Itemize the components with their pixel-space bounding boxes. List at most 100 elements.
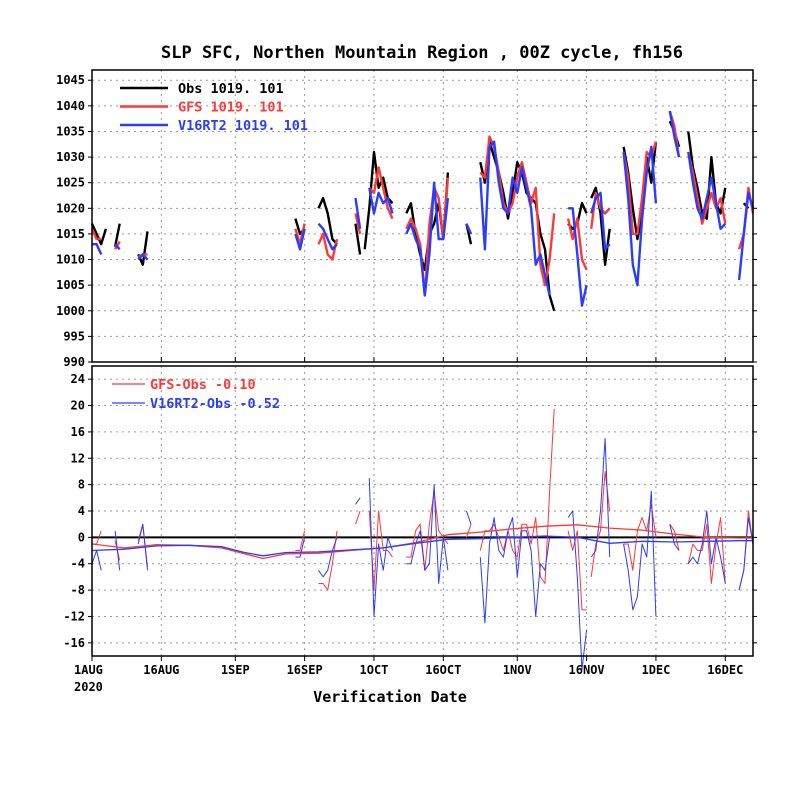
series-line-v16rt2 [590, 191, 611, 251]
series-line-v16rt2-obs [687, 510, 726, 584]
x-tick-label: 16NOV [569, 663, 605, 677]
x-year-label: 2020 [74, 680, 103, 694]
y-tick-label: 1040 [56, 99, 85, 113]
series-line-gfs-obs [669, 523, 680, 551]
y-tick-label: 8 [78, 478, 85, 492]
bottom-panel-legend: GFS-Obs -0.10 V16RT2-Obs -0.52 [112, 377, 280, 412]
series-line-v16rt2-obs [368, 477, 393, 617]
series-line-v16rt2 [114, 243, 121, 251]
series-line-obs [317, 196, 338, 246]
y-tick-label: 1010 [56, 253, 85, 267]
series-line-v16rt2 [405, 181, 450, 297]
series-line-v16rt2 [317, 222, 338, 251]
series-line-v16rt2 [622, 145, 658, 287]
series-line-gfs [405, 177, 450, 297]
y-tick-label: 1005 [56, 278, 85, 292]
series-line-gfs [368, 166, 394, 220]
x-tick-label: 1OCT [360, 663, 389, 677]
x-tick-label: 16OCT [425, 663, 461, 677]
series-line-gfs-obs [687, 517, 726, 584]
series-line-v16rt2 [568, 207, 588, 307]
x-tick-label: 1SEP [221, 663, 250, 677]
legend-label: V16RT2-Obs -0.52 [150, 396, 280, 412]
series-line-gfs-obs [368, 510, 393, 591]
x-tick-label: 16SEP [287, 663, 323, 677]
series-line-v16rt2-obs [406, 484, 449, 584]
series-line-v16rt2-obs [295, 537, 306, 558]
y-tick-label: 0 [78, 530, 85, 544]
series-line-v16rt2 [668, 110, 681, 158]
legend-label: GFS 1019. 101 [178, 100, 284, 116]
series-line-v16rt2-obs [355, 497, 361, 505]
series-line-v16rt2-obs [465, 510, 472, 525]
series-line-v16rt2 [137, 253, 149, 261]
legend-label: Obs 1019. 101 [178, 81, 284, 97]
x-tick-label: 16AUG [143, 663, 179, 677]
x-tick-label: 1DEC [641, 663, 670, 677]
x-tick-labels: 1AUG 16AUG 1SEP 16SEP 1OCT 16OCT 1NOV 16NOV 1DEC… [74, 357, 743, 677]
series-line-v16rt2 [465, 223, 473, 235]
series-line-v16rt2-obs [114, 530, 121, 571]
y-tick-label: 995 [63, 329, 85, 343]
series-line-gfs-obs [567, 530, 587, 611]
y-tick-label: 24 [71, 372, 85, 386]
x-axis-label: Verification Date [313, 688, 467, 706]
series-line-gfs-obs-cumulative-mean [91, 524, 753, 560]
legend-label: V16RT2 1019. 101 [178, 118, 308, 134]
series-line-v16rt2-obs [623, 490, 657, 617]
series-line-obs [113, 223, 121, 247]
series-line-v16rt2 [368, 187, 394, 215]
y-tick-label: 4 [78, 504, 85, 518]
series-line-v16rt2 [92, 242, 103, 255]
series-line-v16rt2-obs [137, 523, 148, 571]
top-panel-series [90, 110, 755, 312]
series-line-obs [479, 140, 556, 312]
y-tick-label: 16 [71, 425, 85, 439]
series-line-v16rt2 [479, 140, 551, 296]
x-tick-label: 1AUG [74, 663, 103, 677]
x-tick-label: 16DEC [707, 663, 743, 677]
top-panel-frame [91, 69, 754, 363]
series-line-v16rt2 [294, 228, 306, 251]
y-tick-label: 1015 [56, 227, 85, 241]
y-tick-label: -8 [71, 583, 85, 597]
series-line-v16rt2-obs-cumulative-mean [91, 535, 753, 557]
series-line-obs [687, 131, 727, 220]
y-tick-label: 1000 [56, 304, 85, 318]
series-line-gfs-obs [355, 510, 361, 525]
series-line-obs [590, 186, 611, 266]
y-tick-label: 990 [63, 355, 85, 369]
x-tick-label: 1NOV [503, 663, 532, 677]
y-tick-label: 1035 [56, 124, 85, 138]
y-tick-label: 1020 [56, 201, 85, 215]
series-line-gfs-obs [318, 530, 338, 591]
bottom-y-tick-labels: -16 -12 -8 -4 0 4 8 12 16 20 24 [63, 372, 757, 650]
series-line-v16rt2-obs [669, 524, 680, 551]
series-line-gfs [90, 228, 102, 241]
series-line-gfs [687, 151, 727, 225]
top-panel-legend: Obs 1019. 101 GFS 1019. 101 V16RT2 1019. 1… [120, 81, 308, 134]
series-line-gfs-obs [295, 530, 306, 551]
bottom-panel-series [91, 408, 754, 670]
series-line-v16rt2-obs [590, 438, 611, 558]
y-tick-label: -4 [71, 557, 85, 571]
series-line-gfs [317, 232, 339, 261]
series-line-v16rt2 [687, 151, 727, 231]
series-line-v16rt2 [737, 191, 755, 281]
y-tick-label: 1045 [56, 73, 85, 87]
y-tick-label: -12 [63, 609, 85, 623]
series-line-obs [354, 223, 362, 255]
series-line-v16rt2-obs [738, 517, 754, 591]
y-tick-label: -16 [63, 636, 85, 650]
series-line-v16rt2-obs [318, 537, 338, 578]
y-tick-label: 12 [71, 451, 85, 465]
series-line-v16rt2 [354, 197, 362, 229]
series-line-gfs [354, 213, 362, 235]
legend-label: GFS-Obs -0.10 [150, 377, 256, 393]
top-y-tick-labels: 990 995 1000 1005 1010 1015 1020 1025 1030 1035 10… [56, 73, 757, 369]
series-line-gfs-obs [465, 524, 472, 538]
y-tick-label: 1030 [56, 150, 85, 164]
y-tick-label: 1025 [56, 176, 85, 190]
